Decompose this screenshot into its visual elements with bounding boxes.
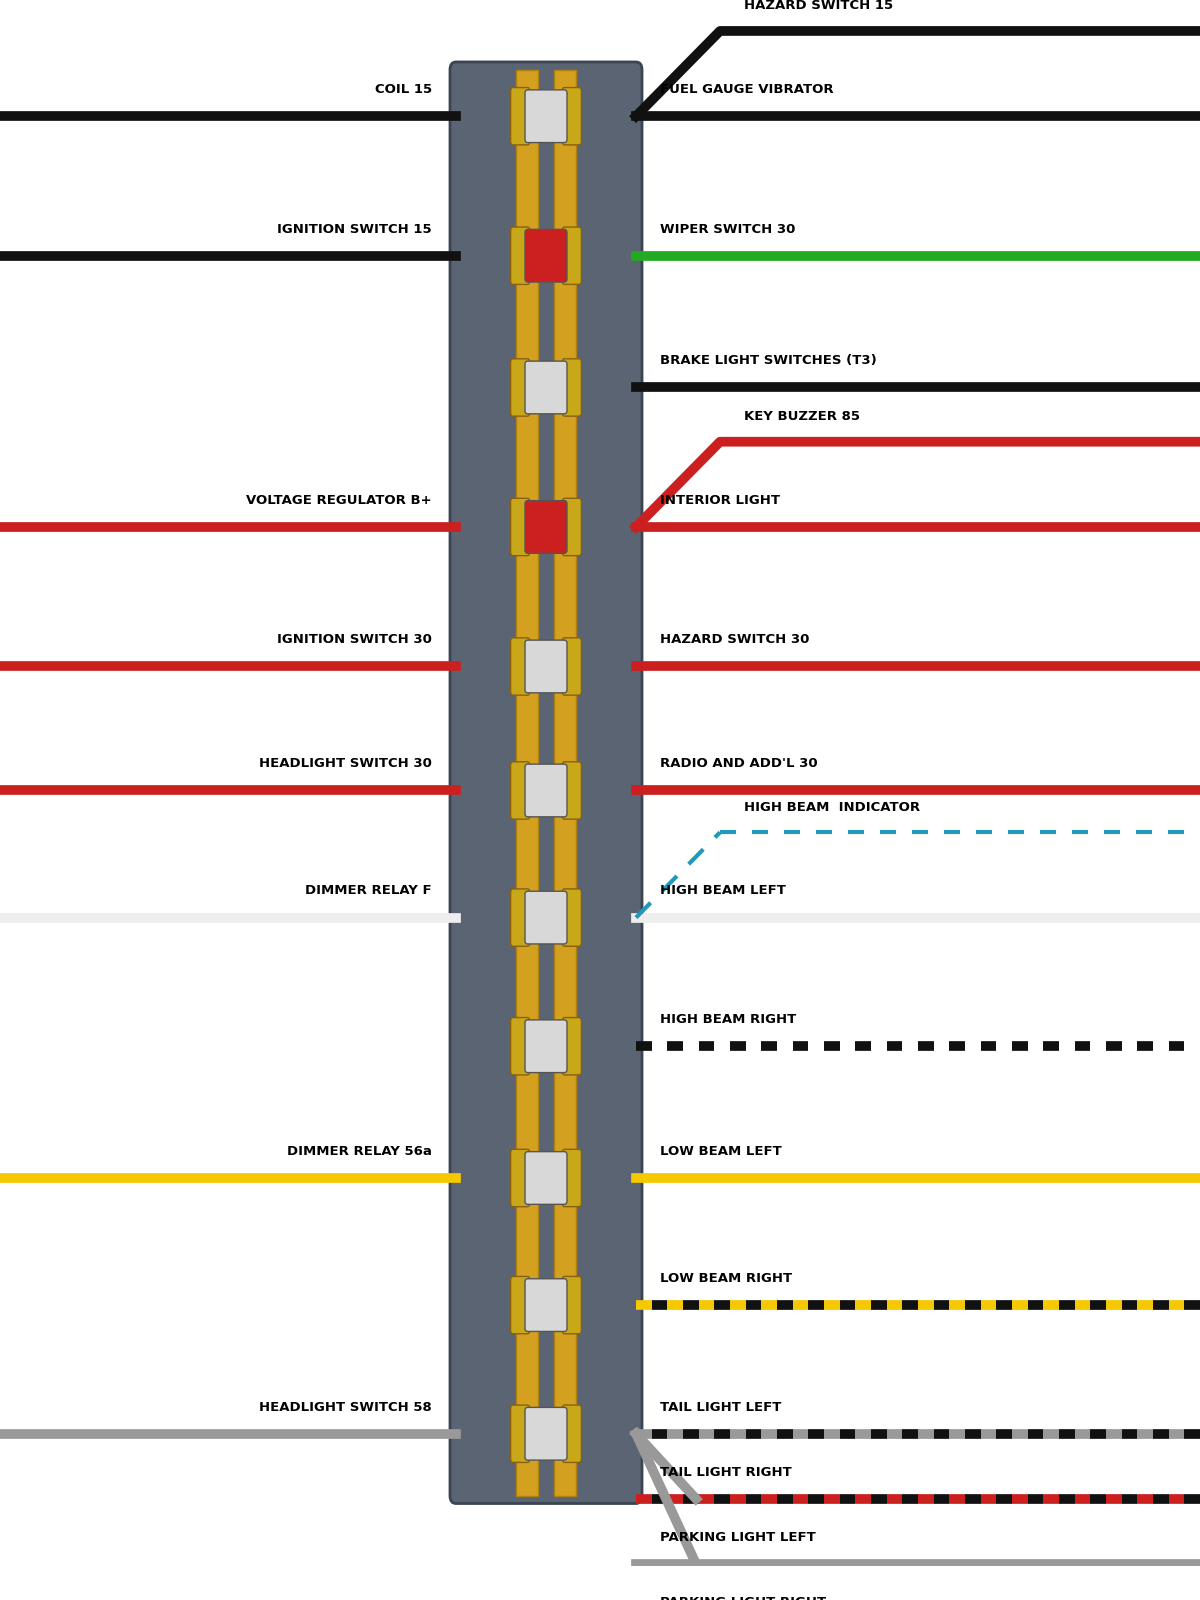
Text: KEY BUZZER 85: KEY BUZZER 85 [744,410,860,422]
FancyBboxPatch shape [526,362,568,414]
FancyBboxPatch shape [511,638,530,694]
Text: HIGH BEAM RIGHT: HIGH BEAM RIGHT [660,1013,797,1026]
FancyBboxPatch shape [526,1019,568,1072]
FancyBboxPatch shape [511,227,530,285]
FancyBboxPatch shape [511,1405,530,1462]
FancyBboxPatch shape [511,1018,530,1075]
FancyBboxPatch shape [511,890,530,946]
FancyBboxPatch shape [526,891,568,944]
Text: IGNITION SWITCH 30: IGNITION SWITCH 30 [277,634,432,646]
Text: LOW BEAM LEFT: LOW BEAM LEFT [660,1146,781,1158]
FancyBboxPatch shape [563,498,582,555]
Bar [516,70,538,1496]
Text: WIPER SWITCH 30: WIPER SWITCH 30 [660,222,796,235]
FancyBboxPatch shape [526,501,568,554]
Text: HAZARD SWITCH 30: HAZARD SWITCH 30 [660,634,809,646]
Text: DIMMER RELAY F: DIMMER RELAY F [305,885,432,898]
FancyBboxPatch shape [526,1408,568,1461]
FancyBboxPatch shape [563,1277,582,1334]
FancyBboxPatch shape [511,1149,530,1206]
FancyBboxPatch shape [563,638,582,694]
FancyBboxPatch shape [511,358,530,416]
FancyBboxPatch shape [526,1152,568,1205]
FancyBboxPatch shape [563,88,582,146]
Text: PARKING LIGHT LEFT: PARKING LIGHT LEFT [660,1531,816,1544]
FancyBboxPatch shape [563,762,582,819]
FancyBboxPatch shape [563,1405,582,1462]
Text: HAZARD SWITCH 15: HAZARD SWITCH 15 [744,0,893,13]
Text: TAIL LIGHT LEFT: TAIL LIGHT LEFT [660,1400,781,1414]
FancyBboxPatch shape [526,1278,568,1331]
Text: LOW BEAM RIGHT: LOW BEAM RIGHT [660,1272,792,1285]
FancyBboxPatch shape [563,1149,582,1206]
FancyBboxPatch shape [450,62,642,1504]
FancyBboxPatch shape [511,1277,530,1334]
Text: RADIO AND ADD'L 30: RADIO AND ADD'L 30 [660,757,817,770]
Text: HEADLIGHT SWITCH 58: HEADLIGHT SWITCH 58 [259,1400,432,1414]
Text: PARKING LIGHT RIGHT: PARKING LIGHT RIGHT [660,1595,826,1600]
FancyBboxPatch shape [526,229,568,282]
FancyBboxPatch shape [563,358,582,416]
Text: IGNITION SWITCH 15: IGNITION SWITCH 15 [277,222,432,235]
Text: BRAKE LIGHT SWITCHES (T3): BRAKE LIGHT SWITCHES (T3) [660,354,877,368]
Text: HIGH BEAM  INDICATOR: HIGH BEAM INDICATOR [744,800,920,814]
Text: COIL 15: COIL 15 [374,83,432,96]
Text: HEADLIGHT SWITCH 30: HEADLIGHT SWITCH 30 [259,757,432,770]
FancyBboxPatch shape [526,765,568,818]
FancyBboxPatch shape [526,640,568,693]
FancyBboxPatch shape [511,762,530,819]
Text: DIMMER RELAY 56a: DIMMER RELAY 56a [287,1146,432,1158]
Text: HIGH BEAM LEFT: HIGH BEAM LEFT [660,885,786,898]
FancyBboxPatch shape [511,88,530,146]
FancyBboxPatch shape [563,227,582,285]
Text: TAIL LIGHT RIGHT: TAIL LIGHT RIGHT [660,1466,792,1478]
Bar [554,70,576,1496]
Text: INTERIOR LIGHT: INTERIOR LIGHT [660,494,780,507]
Text: VOLTAGE REGULATOR B+: VOLTAGE REGULATOR B+ [246,494,432,507]
Text: FUEL GAUGE VIBRATOR: FUEL GAUGE VIBRATOR [660,83,834,96]
FancyBboxPatch shape [563,1018,582,1075]
FancyBboxPatch shape [511,498,530,555]
FancyBboxPatch shape [563,890,582,946]
FancyBboxPatch shape [526,90,568,142]
